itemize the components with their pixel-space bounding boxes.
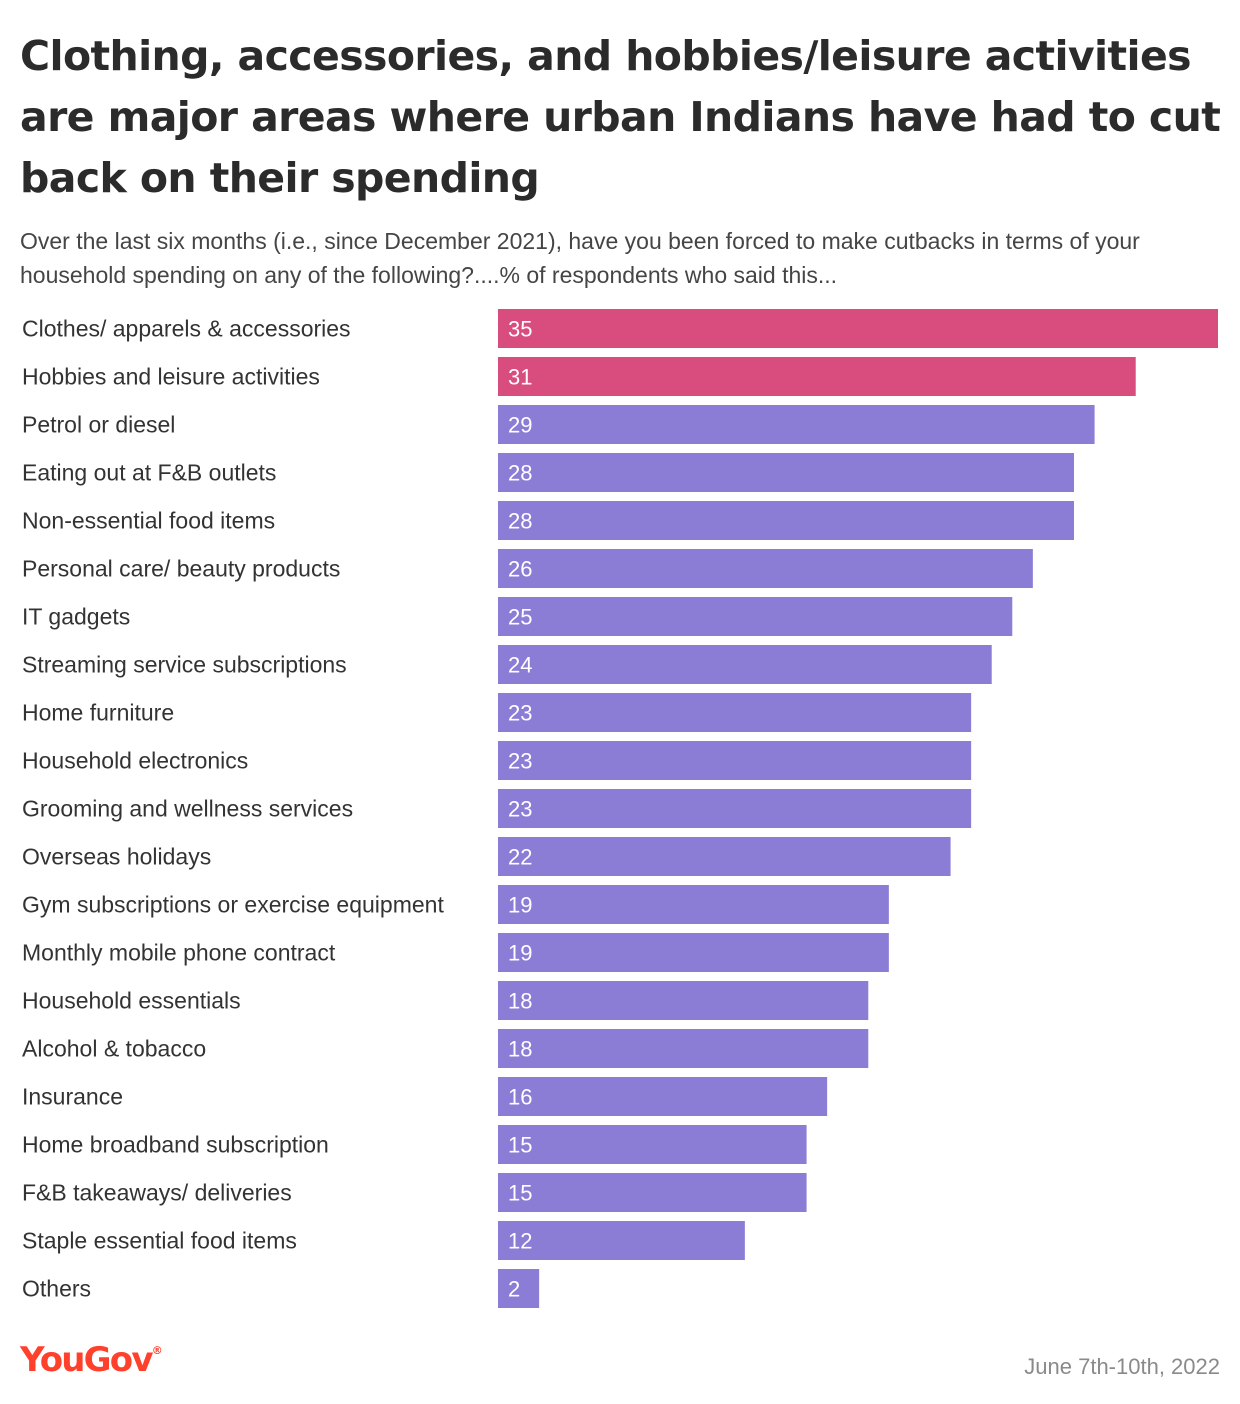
bar-value-label: 25 [508,605,532,630]
bar [498,453,1074,492]
category-label: Monthly mobile phone contract [22,940,336,966]
category-label: Alcohol & tobacco [22,1036,206,1062]
category-label: Streaming service subscriptions [22,652,347,678]
bar-chart: Clothes/ apparels & accessories 35 Hobbies… [22,309,1218,1308]
category-label: Household electronics [22,748,248,774]
bar-value-label: 12 [508,1229,532,1254]
bar-value-label: 24 [508,653,532,678]
category-label: Home broadband subscription [22,1132,329,1158]
category-label: Insurance [22,1084,123,1110]
category-label: Household essentials [22,988,241,1014]
chart-title: Clothing, accessories, and hobbies/leisu… [20,32,1221,202]
bar [498,837,951,876]
bar [498,357,1136,396]
category-label: Non-essential food items [22,508,275,534]
bar-value-label: 16 [508,1085,532,1110]
bar [498,885,889,924]
bar-value-label: 23 [508,701,532,726]
category-label: Clothes/ apparels & accessories [22,316,351,342]
registered-mark-icon: ® [151,1344,163,1357]
bar [498,933,889,972]
survey-date: June 7th-10th, 2022 [1024,1354,1220,1379]
bar [498,645,992,684]
bar-value-label: 18 [508,1037,532,1062]
brand-name: YouGov [20,1340,153,1380]
category-label: Home furniture [22,700,174,726]
bar [498,405,1095,444]
bar [498,1173,807,1212]
bar-value-label: 22 [508,845,532,870]
bar-value-label: 31 [508,365,532,390]
bar-value-label: 19 [508,893,532,918]
category-label: Petrol or diesel [22,412,175,438]
bar-value-label: 19 [508,941,532,966]
category-label: Gym subscriptions or exercise equipment [22,892,444,918]
category-label: Grooming and wellness services [22,796,353,822]
bar [498,309,1218,348]
bar [498,501,1074,540]
bar [498,1269,540,1308]
bar [498,1029,869,1068]
category-label: Overseas holidays [22,844,211,870]
category-label: Others [22,1276,91,1302]
bar [498,1125,807,1164]
bar-value-label: 23 [508,749,532,774]
category-label: IT gadgets [22,604,130,630]
bar-value-label: 18 [508,989,532,1014]
bar-value-label: 26 [508,557,532,582]
bar-value-label: 2 [508,1277,520,1302]
bar [498,741,972,780]
category-label: Hobbies and leisure activities [22,364,320,390]
bar [498,1077,828,1116]
bar [498,1221,745,1260]
category-label: Personal care/ beauty products [22,556,340,582]
bar [498,549,1033,588]
bar-value-label: 15 [508,1181,532,1206]
bar-value-label: 35 [508,317,532,342]
bar-value-label: 28 [508,461,532,486]
bar-value-label: 29 [508,413,532,438]
bar [498,789,972,828]
bar-value-label: 28 [508,509,532,534]
category-label: Eating out at F&B outlets [22,460,276,486]
bar-value-label: 15 [508,1133,532,1158]
category-label: F&B takeaways/ deliveries [22,1180,292,1206]
yougov-logo: YouGov® [20,1340,163,1380]
bar-value-label: 23 [508,797,532,822]
chart-subtitle: Over the last six months (i.e., since De… [20,228,1140,288]
bar [498,981,869,1020]
category-label: Staple essential food items [22,1228,297,1254]
bar [498,693,972,732]
bar [498,597,1013,636]
